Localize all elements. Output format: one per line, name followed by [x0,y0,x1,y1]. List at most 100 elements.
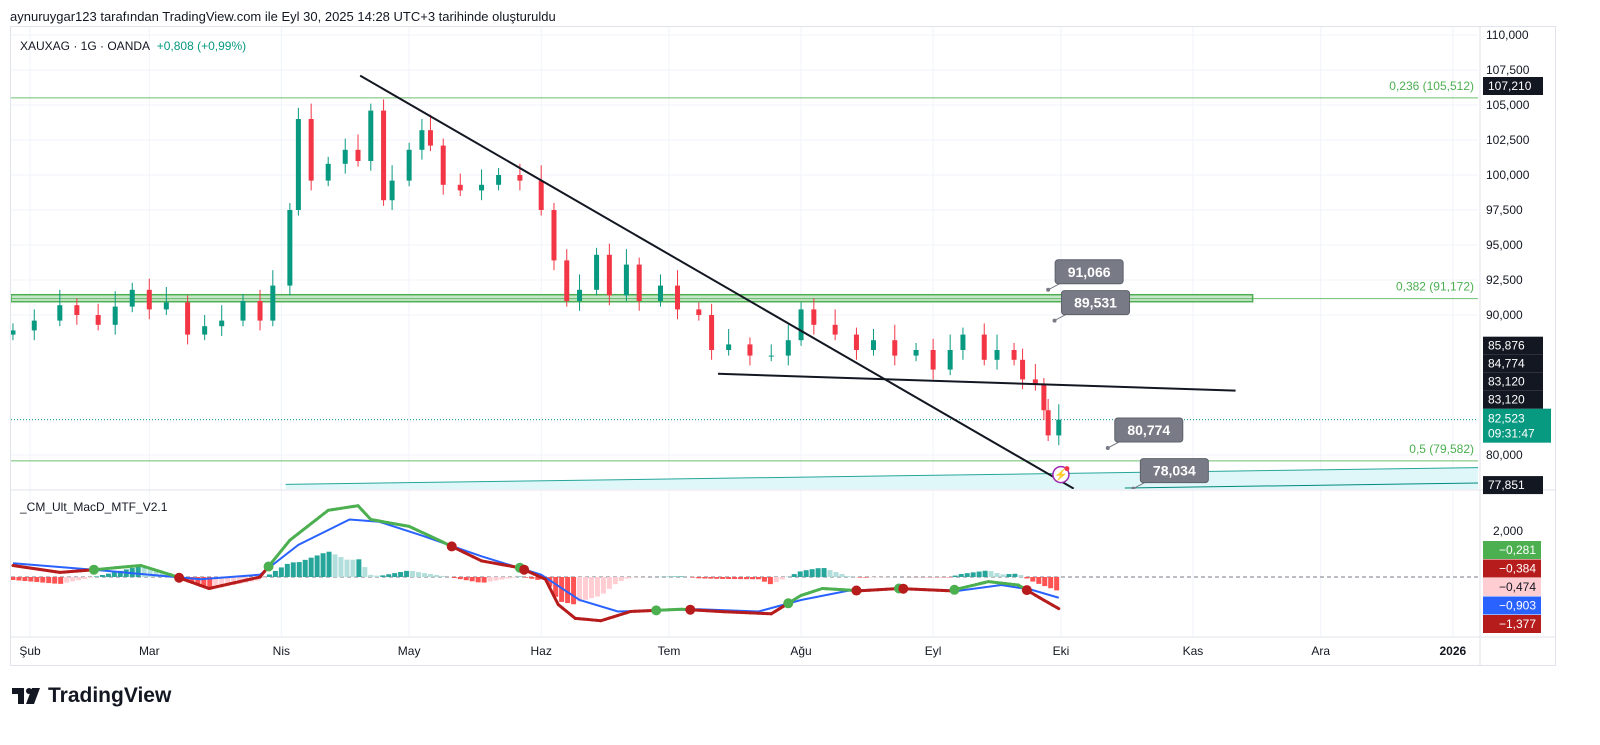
macd-histogram-bar [374,575,380,577]
callout-box [1139,458,1209,484]
last-price-label: 82,523 [1488,412,1525,426]
macd-histogram-bar [266,574,272,577]
callout-label: 91,066 [1068,264,1111,280]
macd-cross-dot [783,598,794,609]
price-tick-label: 105,000 [1486,98,1530,112]
candle [389,180,395,201]
tradingview-logo-icon [12,688,40,704]
time-tick-label: Eki [1053,644,1070,658]
macd-histogram-bar [744,577,750,580]
candle [747,344,753,356]
macd-histogram-bar [135,566,141,577]
macd-histogram-bar [52,577,58,584]
macd-line-segment [1055,605,1061,611]
logo-text: TradingView [48,684,172,707]
macd-histogram-bar [1054,577,1060,591]
candle [129,289,135,307]
macd-value-tag [1483,559,1541,578]
macd-histogram-bar [117,570,123,577]
candle [440,145,446,185]
time-tick-label: 2026 [1439,644,1466,658]
price-tag [1483,372,1543,391]
macd-line-segment [548,586,556,598]
macd-histogram-bar [624,577,630,579]
candle [240,301,246,321]
macd-histogram-bar [511,577,517,578]
macd-histogram-bar [779,577,785,580]
price-tick-label: 102,500 [1486,133,1530,147]
tradingview-logo[interactable]: TradingView [12,684,171,708]
macd-value-label: −0,474 [1499,580,1536,594]
macd-histogram-bar [499,577,505,580]
macd-histogram-bar [529,577,535,579]
candle [1045,410,1051,436]
macd-histogram-bar [988,571,994,577]
signal-line [12,518,1060,613]
countdown-label: 09:31:47 [1488,427,1535,441]
macd-histogram-bar [410,571,416,577]
time-tick-label: May [398,644,421,658]
macd-histogram-bar [833,572,839,577]
price-tag [1483,354,1543,373]
macd-histogram-bar [964,573,970,577]
macd-histogram-bar [350,559,356,577]
macd-histogram-bar [344,559,350,577]
macd-histogram-bar [201,577,207,587]
macd-cross-dot [685,604,696,615]
macd-histogram-bar [141,567,147,577]
time-tick-label: Ağu [790,644,811,658]
candle [1056,419,1062,436]
macd-histogram-bar [773,577,779,583]
macd-histogram-bar [553,577,559,597]
candle [623,264,629,296]
macd-histogram-bar [600,577,606,594]
price-tick-label: 90,000 [1486,308,1523,322]
alert-dot-icon [1064,466,1070,472]
macd-value-label: −0,384 [1499,562,1536,576]
candle [564,260,570,301]
macd-histogram-bar [827,570,833,577]
macd-histogram-bar [22,577,28,582]
macd-histogram-bar [34,577,40,583]
macd-histogram-bar [70,577,76,582]
macd-histogram-bar [392,573,398,577]
macd-tick-label: 2,000 [1493,524,1523,538]
macd-histogram-bar [1006,574,1012,577]
price-tick-label: 100,000 [1486,168,1530,182]
time-tick-label: Kas [1183,644,1204,658]
candle [675,285,681,310]
candle [1020,359,1026,380]
alert-icon [1052,465,1070,484]
candle [427,130,433,146]
macd-histogram-bar [696,577,702,579]
macd-histogram-bar [296,562,302,577]
candle [811,309,817,325]
symbol-legend[interactable]: XAUXAG · 1G · OANDA +0,808 (+0,99%) [20,39,246,53]
indicator-legend[interactable]: _CM_Ult_MacD_MTF_V2.1 [20,500,168,514]
macd-histogram-bar [386,574,392,577]
candle [287,210,293,286]
fib-level-label: 0,5 (79,582) [1409,442,1474,456]
macd-histogram-bar [761,577,767,582]
macd-histogram-bar [839,574,845,577]
macd-histogram-bar [690,577,696,578]
macd-histogram-bar [290,562,296,577]
candle [606,254,612,296]
macd-histogram-bar [869,577,875,578]
candle [163,302,169,310]
macd-cross-dot [88,564,99,575]
macd-histogram-bar [433,574,439,577]
macd-histogram-bar [463,577,469,581]
macd-histogram-bar [976,571,982,577]
macd-histogram-bar [87,577,93,578]
macd-histogram-bar [481,577,487,583]
candle [636,264,642,301]
macd-histogram-bar [213,577,219,589]
callout-label: 78,034 [1153,463,1196,479]
macd-histogram-bar [547,577,553,587]
candle [457,184,463,191]
candle [913,350,919,356]
macd-histogram-bar [368,574,374,577]
candle [1032,379,1038,385]
